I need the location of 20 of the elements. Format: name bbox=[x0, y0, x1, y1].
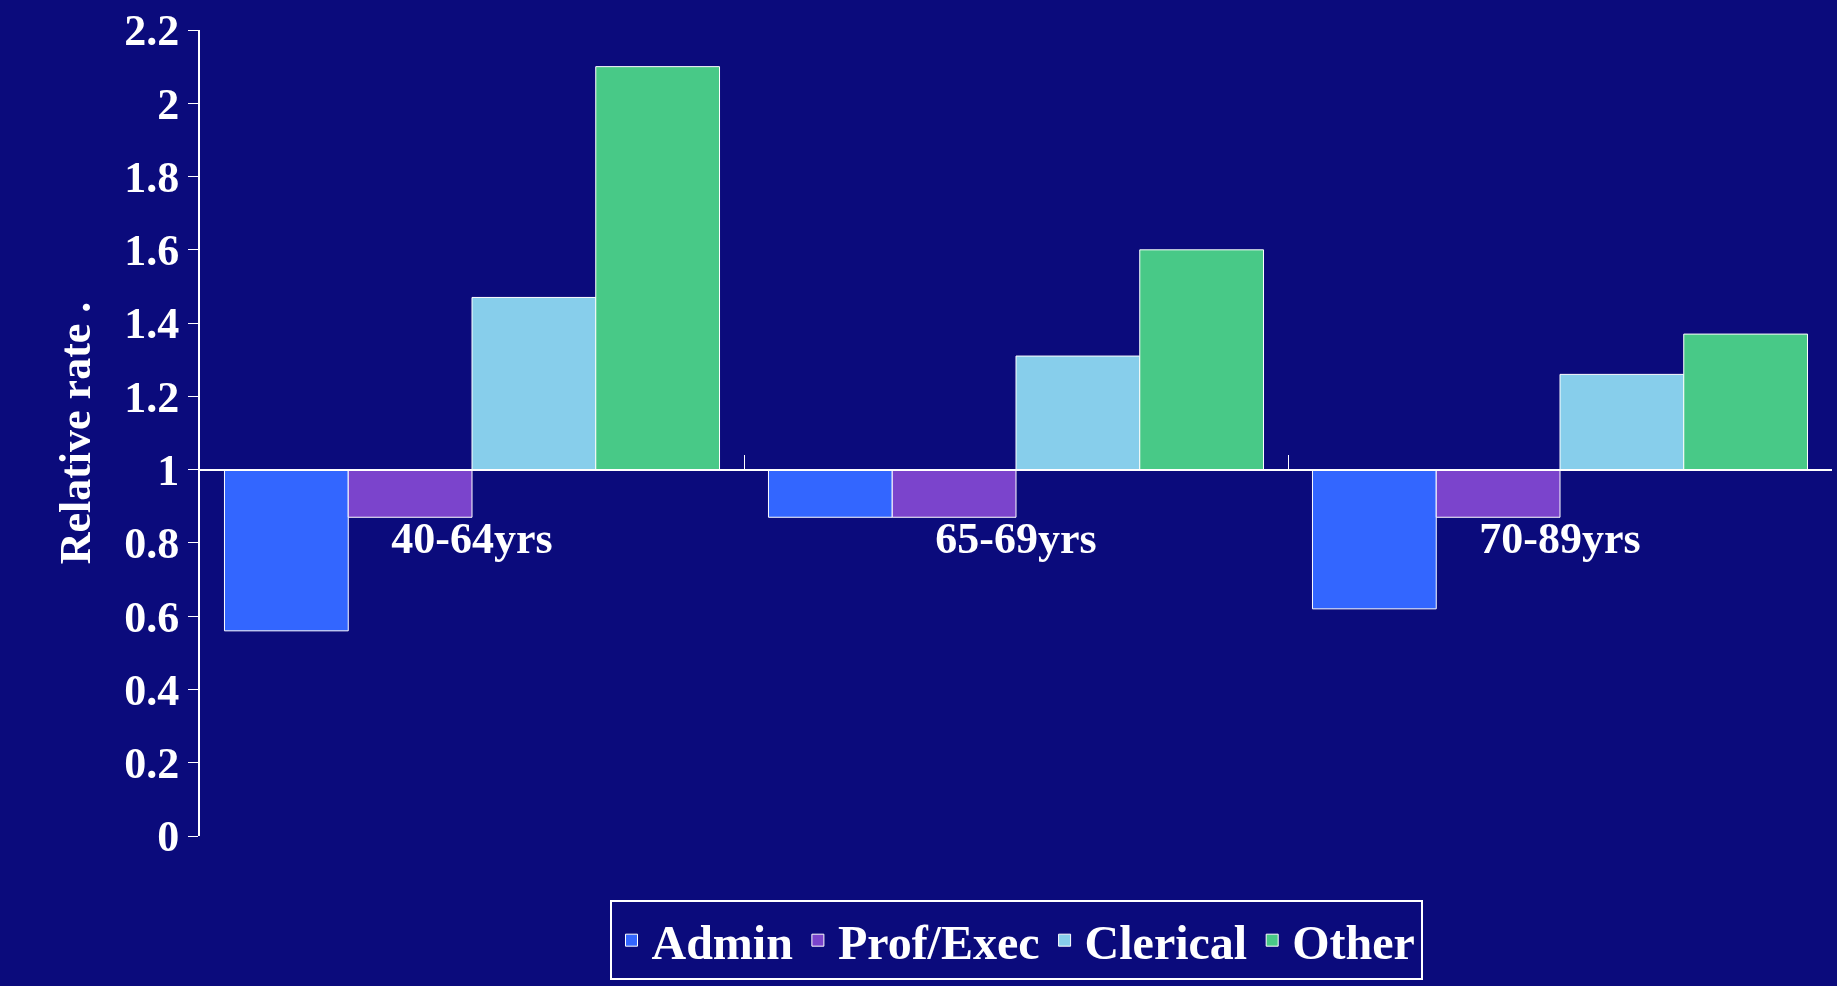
legend-label: Admin bbox=[651, 915, 793, 969]
y-tick-label: 0.4 bbox=[124, 665, 180, 715]
y-tick-label: 1.4 bbox=[124, 299, 180, 349]
x-tick-label: 40-64yrs bbox=[391, 514, 553, 564]
y-tick-label: 0 bbox=[157, 812, 180, 862]
y-tick-label: 1.8 bbox=[124, 152, 180, 202]
legend-label: Other bbox=[1292, 915, 1415, 969]
y-tick-label: 0.6 bbox=[124, 592, 180, 642]
y-tick-label: 1.2 bbox=[124, 372, 180, 422]
y-tick-label: 0.8 bbox=[124, 519, 180, 569]
x-tick-label: 65-69yrs bbox=[935, 514, 1097, 564]
y-tick-label: 1 bbox=[157, 446, 180, 496]
legend-label: Prof/Exec bbox=[837, 915, 1040, 969]
y-tick-label: 0.2 bbox=[124, 739, 180, 789]
y-tick-label: 2.2 bbox=[124, 6, 180, 56]
y-tick-label: 2 bbox=[157, 79, 180, 129]
y-tick-label: 1.6 bbox=[124, 226, 180, 276]
legend-label: Clerical bbox=[1084, 915, 1248, 969]
x-tick-label: 70-89yrs bbox=[1479, 514, 1641, 564]
y-axis-title: Relative rate . bbox=[50, 301, 100, 565]
